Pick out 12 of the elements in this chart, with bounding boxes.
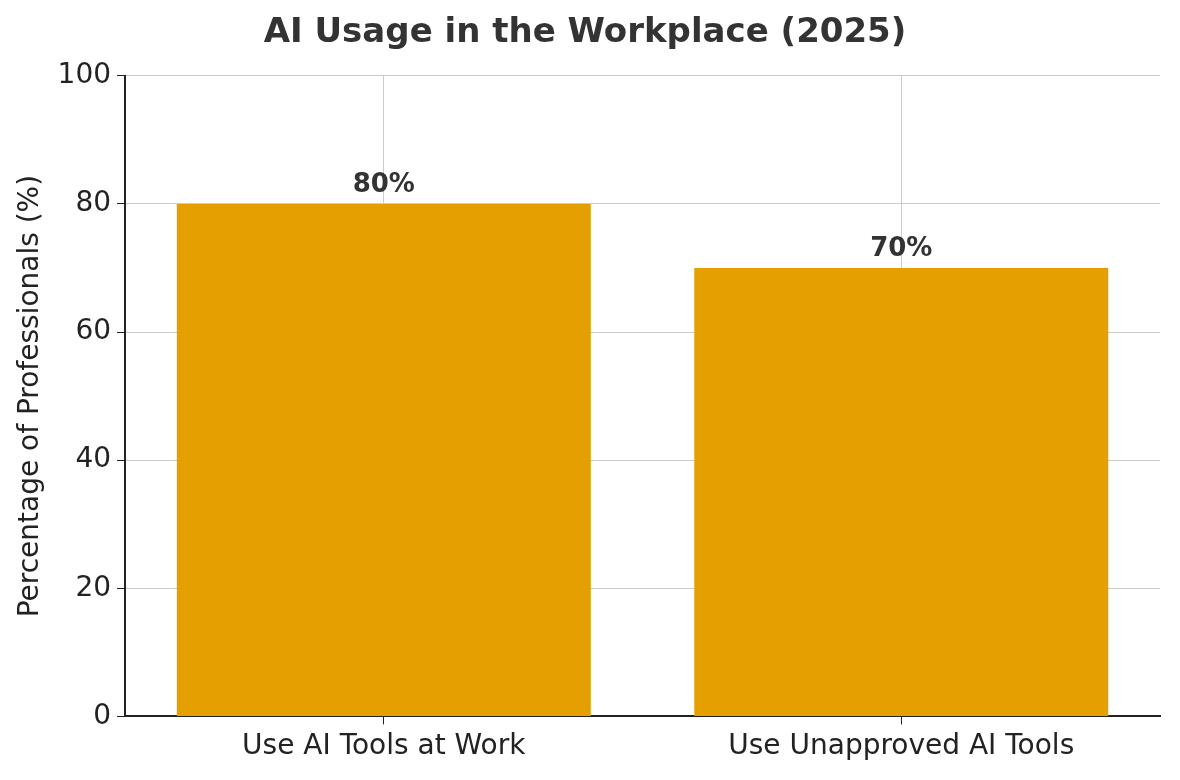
x-tick-label: Use Unapproved AI Tools	[728, 728, 1075, 762]
y-tick-label: 20	[75, 569, 112, 603]
data-label: 80%	[352, 167, 415, 198]
y-axis-title: Percentage of Professionals (%)	[12, 174, 46, 618]
chart-title: AI Usage in the Workplace (2025)	[263, 10, 907, 51]
y-tick-label: 60	[75, 313, 112, 347]
y-tick-label: 40	[75, 441, 112, 475]
y-tick-label: 80	[75, 185, 112, 219]
y-tick-label: 100	[57, 57, 112, 91]
data-label: 70%	[870, 231, 933, 262]
x-tick-label: Use AI Tools at Work	[242, 728, 527, 762]
y-tick-label: 0	[93, 697, 112, 731]
